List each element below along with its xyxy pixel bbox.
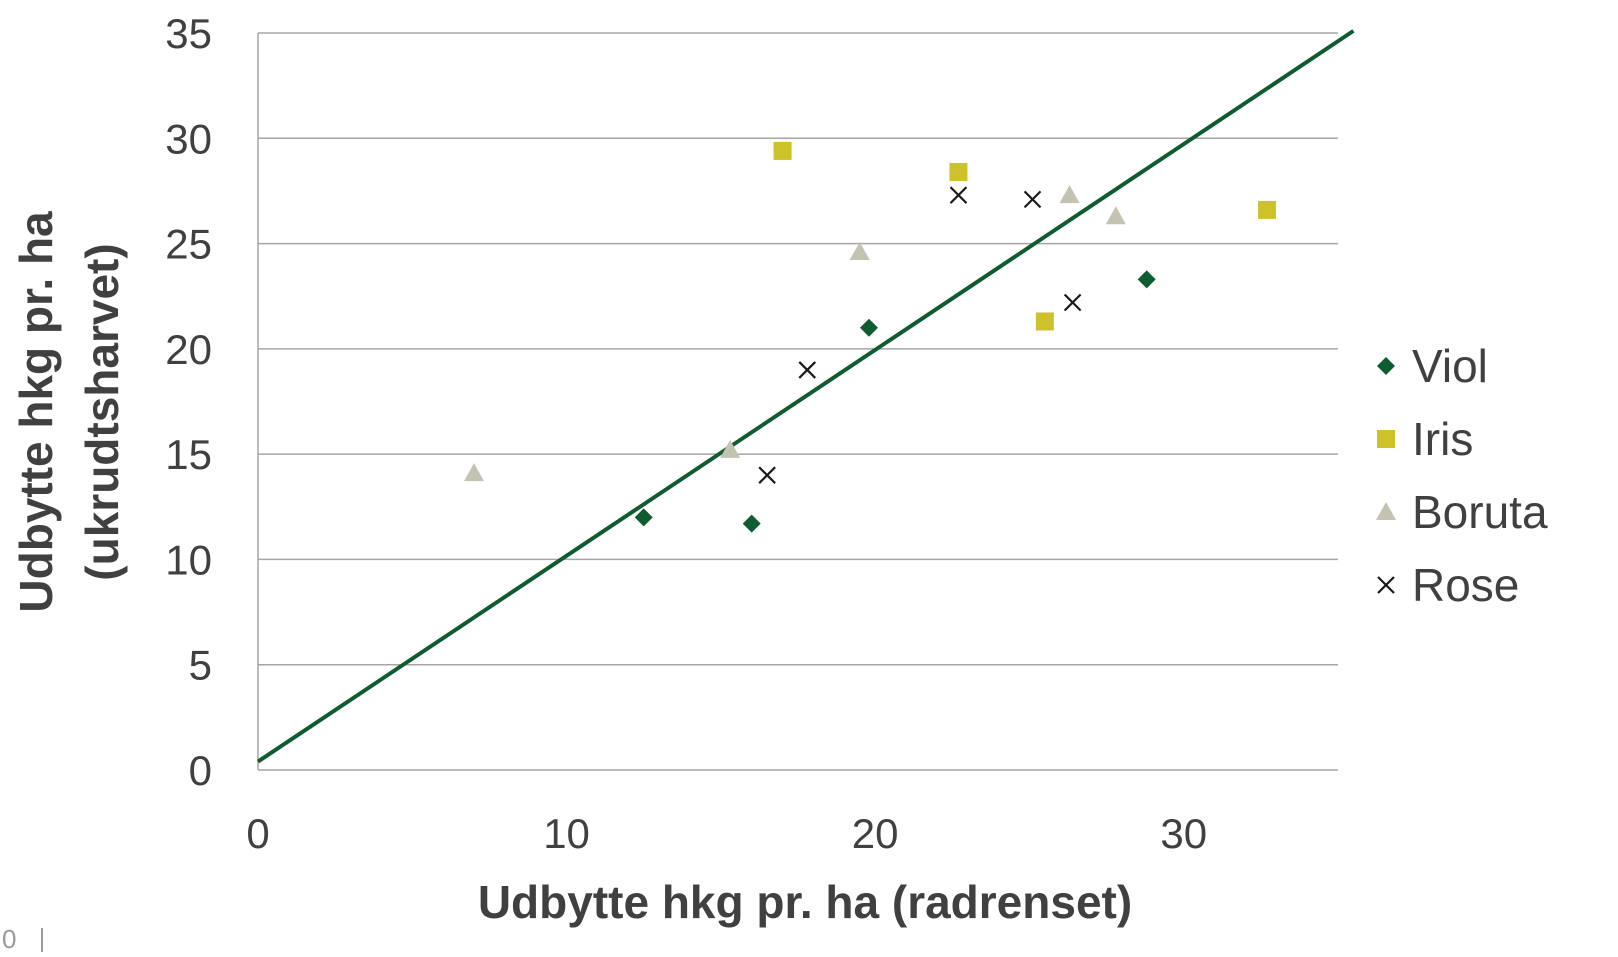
y-tick-label-15: 15 <box>165 431 212 478</box>
point-boruta-2 <box>720 439 741 458</box>
point-iris-4 <box>1258 200 1277 219</box>
legend-label-viol: Viol <box>1412 340 1488 392</box>
x-axis-ticks: 0 10 20 30 <box>246 810 1207 857</box>
y-tick-label-0: 0 <box>189 747 212 794</box>
point-viol-4 <box>1137 270 1156 289</box>
y-tick-label-20: 20 <box>165 326 212 373</box>
trendline-group <box>256 29 1355 764</box>
point-iris-3 <box>1035 312 1054 331</box>
x-tick-label-0: 0 <box>246 810 269 857</box>
x-tick-label-20: 20 <box>852 810 899 857</box>
point-boruta-4 <box>1059 185 1080 204</box>
legend-label-boruta: Boruta <box>1412 486 1548 538</box>
x-tick-label-10: 10 <box>543 810 590 857</box>
point-boruta-3 <box>849 241 870 260</box>
legend: Viol Iris Boruta Rose <box>1376 340 1548 611</box>
point-boruta-1 <box>464 463 484 482</box>
legend-marker-rose <box>1377 576 1395 594</box>
y-axis-ticks: 0 5 10 15 20 25 30 35 <box>165 10 212 794</box>
x-axis-title: Udbytte hkg pr. ha (radrenset) <box>478 876 1132 928</box>
y-tick-label-10: 10 <box>165 536 212 583</box>
y-axis-title-line2: (ukrudtsharvet) <box>76 243 128 580</box>
y-tick-label-35: 35 <box>165 10 212 57</box>
point-iris-2 <box>949 162 968 181</box>
point-viol-1 <box>634 508 653 527</box>
point-rose-5 <box>1063 293 1082 312</box>
point-viol-2 <box>742 514 761 533</box>
y-tick-label-25: 25 <box>165 221 212 268</box>
page-number: 0 <box>2 924 16 954</box>
data-points <box>464 141 1277 533</box>
point-rose-1 <box>758 466 776 484</box>
point-viol-3 <box>859 318 878 337</box>
point-rose-3 <box>949 186 968 204</box>
legend-marker-viol <box>1377 357 1395 375</box>
legend-label-rose: Rose <box>1412 559 1519 611</box>
trendline <box>256 29 1355 764</box>
gridlines <box>257 32 1338 771</box>
point-rose-2 <box>798 361 817 379</box>
legend-marker-boruta <box>1376 502 1396 520</box>
legend-marker-iris <box>1377 430 1395 448</box>
y-tick-label-30: 30 <box>165 115 212 162</box>
legend-label-iris: Iris <box>1412 413 1473 465</box>
x-tick-label-30: 30 <box>1160 810 1207 857</box>
point-iris-1 <box>773 141 792 160</box>
y-tick-label-5: 5 <box>189 642 212 689</box>
y-axis-title-line1: Udbytte hkg pr. ha <box>10 211 62 613</box>
point-boruta-5 <box>1105 206 1126 225</box>
point-rose-4 <box>1023 190 1042 209</box>
